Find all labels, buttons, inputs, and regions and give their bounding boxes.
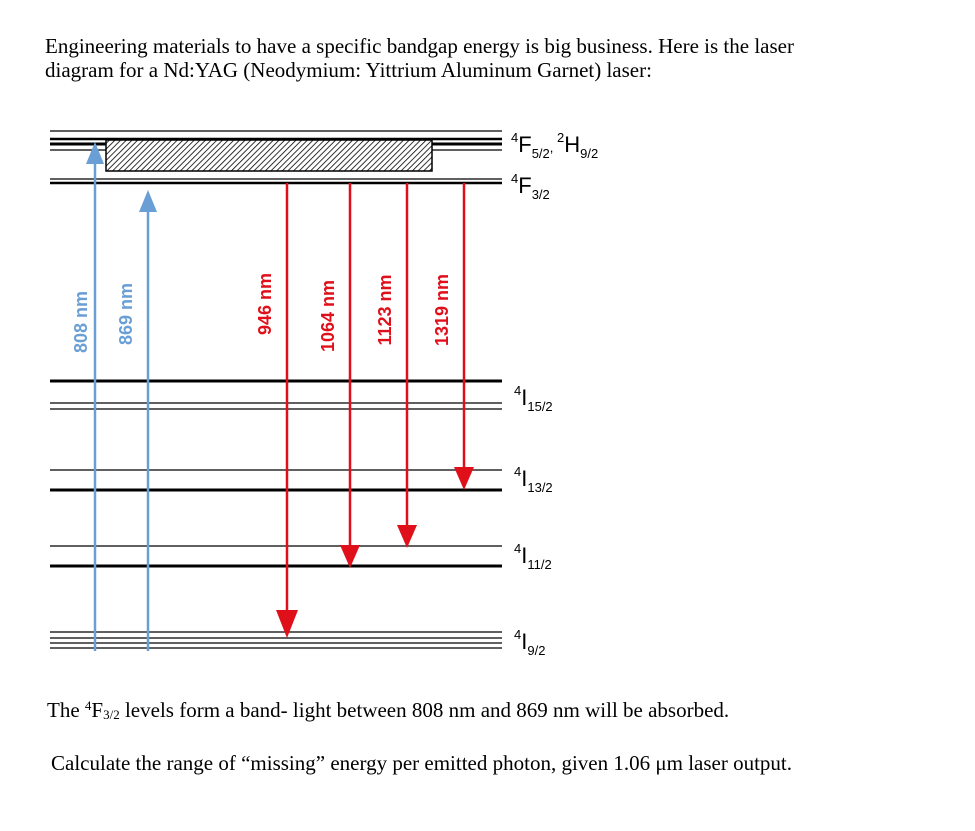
emission-arrow-1123: 1123 nm (375, 183, 417, 548)
level-4f52-2h92 (50, 130, 502, 172)
pump-arrow-head (86, 142, 104, 164)
hatched-band (105, 139, 433, 172)
emission-arrow-label: 1123 nm (375, 274, 395, 345)
emission-arrow-head (397, 525, 417, 548)
emission-arrow-head (454, 467, 474, 490)
pump-arrow-head (139, 190, 157, 212)
emission-arrow-label: 1319 nm (432, 274, 452, 346)
pump-arrow-label: 869 nm (116, 283, 136, 345)
caption-text: levels form a band- light between 808 nm… (119, 698, 730, 722)
level-4i132 (50, 469, 502, 492)
emission-arrow-1064: 1064 nm (318, 183, 360, 568)
pump-arrow-808: 808 nm (71, 142, 104, 651)
pump-arrow-869: 869 nm (116, 190, 157, 651)
energy-level-diagram: 808 nm 869 nm 946 nm 1064 nm 1123 nm 131… (50, 130, 598, 658)
intro-line-1: Engineering materials to have a specific… (45, 34, 794, 58)
emission-arrow-946: 946 nm (255, 183, 298, 638)
intro-line-2: diagram for a Nd:YAG (Neodymium: Yittriu… (45, 58, 652, 82)
question-paragraph: Calculate the range of “missing” energy … (51, 751, 793, 775)
emission-arrow-label: 946 nm (255, 273, 275, 335)
emission-arrow-head (276, 610, 298, 638)
level-label-4i92: 4I9/2 (514, 627, 545, 658)
level-label-4i112: 4I11/2 (514, 541, 552, 572)
level-4i92 (50, 631, 502, 649)
emission-arrow-label: 1064 nm (318, 280, 338, 352)
level-4i152 (50, 379, 502, 410)
level-label-4i132: 4I13/2 (514, 464, 553, 495)
level-label-4i152: 4I15/2 (514, 383, 553, 414)
caption-paragraph: The 4F3/2 levels form a band- light betw… (47, 697, 947, 723)
pump-arrow-label: 808 nm (71, 291, 91, 353)
caption-superscript: 4 (84, 698, 92, 713)
level-4i112 (50, 545, 502, 568)
caption-text: The (47, 698, 85, 722)
emission-arrow-head (340, 545, 360, 568)
level-4f32 (50, 178, 502, 185)
level-label-4f32: 4F3/2 (511, 171, 550, 202)
caption-term: F (91, 698, 104, 722)
emission-arrow-1319: 1319 nm (432, 183, 474, 490)
level-label-4f52-2h92: 4F5/2, 2H9/2 (511, 130, 598, 161)
intro-paragraph: Engineering materials to have a specific… (45, 34, 945, 82)
caption-subscript: 3/2 (103, 707, 120, 722)
